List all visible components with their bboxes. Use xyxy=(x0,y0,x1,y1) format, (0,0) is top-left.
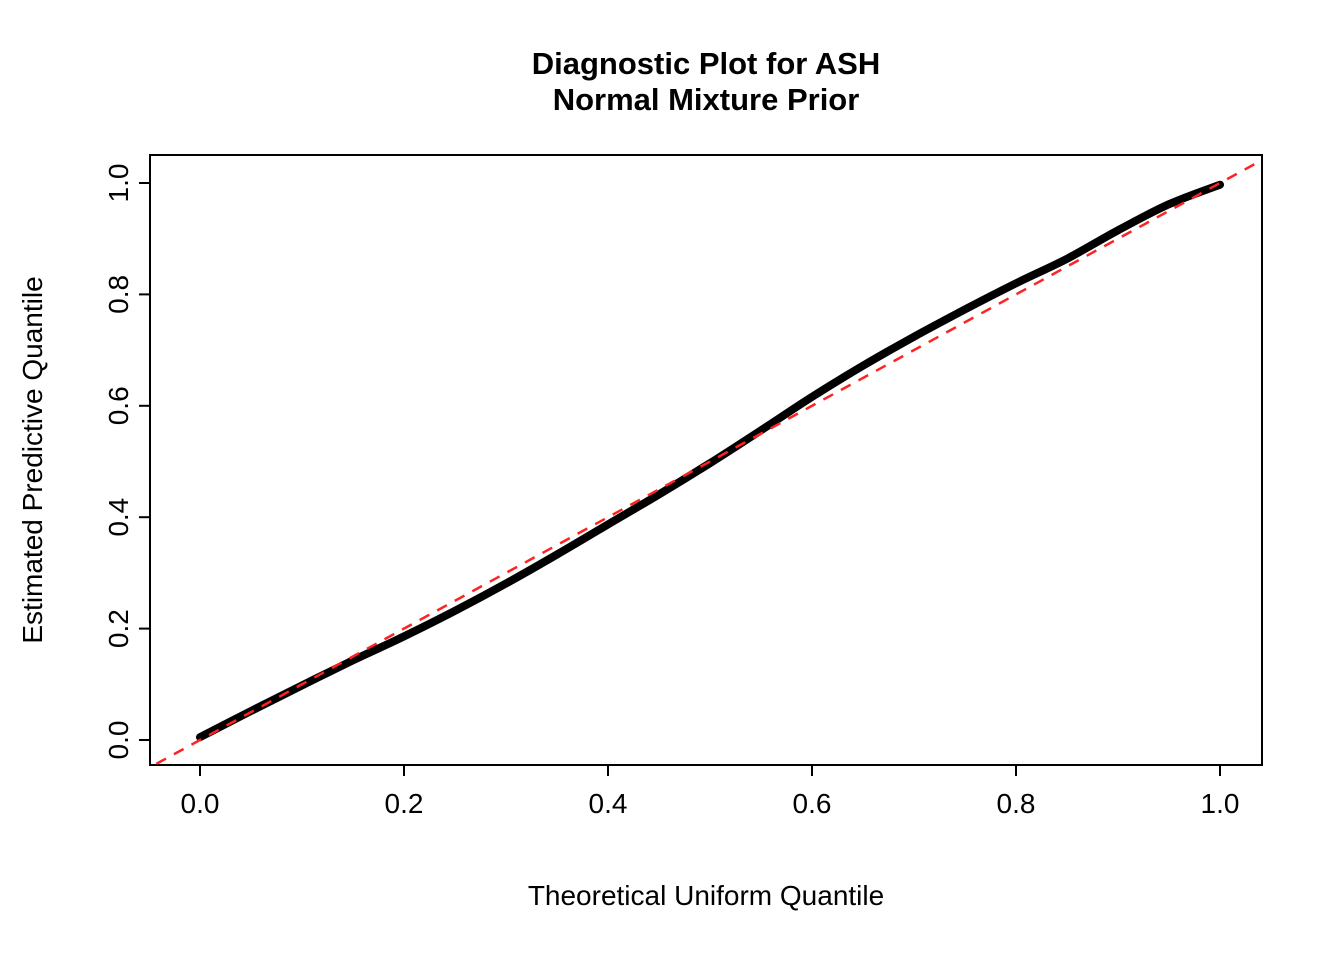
y-tick-label: 0.2 xyxy=(103,609,134,648)
x-tick-label: 0.6 xyxy=(793,788,832,819)
y-tick-label: 0.0 xyxy=(103,721,134,760)
x-axis-label: Theoretical Uniform Quantile xyxy=(528,880,884,911)
y-tick-label: 0.4 xyxy=(103,498,134,537)
x-tick-label: 0.0 xyxy=(181,788,220,819)
plot-data-layer xyxy=(151,158,1262,765)
y-axis-label: Estimated Predictive Quantile xyxy=(17,276,48,643)
y-tick-label: 1.0 xyxy=(103,164,134,203)
axis-ticks: 0.0 0.2 0.4 0.6 0.8 1.0 0.0 0.2 0.4 0.6 0.8 1.0 xyxy=(103,164,1239,819)
plot-frame xyxy=(149,154,1263,766)
x-tick-label: 0.4 xyxy=(589,788,628,819)
y-tick-label: 0.8 xyxy=(103,275,134,314)
chart-title-line1: Diagnostic Plot for ASH xyxy=(532,46,880,81)
x-tick-label: 0.8 xyxy=(997,788,1036,819)
x-tick-label: 1.0 xyxy=(1201,788,1240,819)
chart-title-line2: Normal Mixture Prior xyxy=(553,82,860,117)
x-tick-label: 0.2 xyxy=(385,788,424,819)
y-tick-label: 0.6 xyxy=(103,386,134,425)
identity-reference-line xyxy=(151,158,1262,765)
estimated-quantile-curve xyxy=(196,180,1224,742)
